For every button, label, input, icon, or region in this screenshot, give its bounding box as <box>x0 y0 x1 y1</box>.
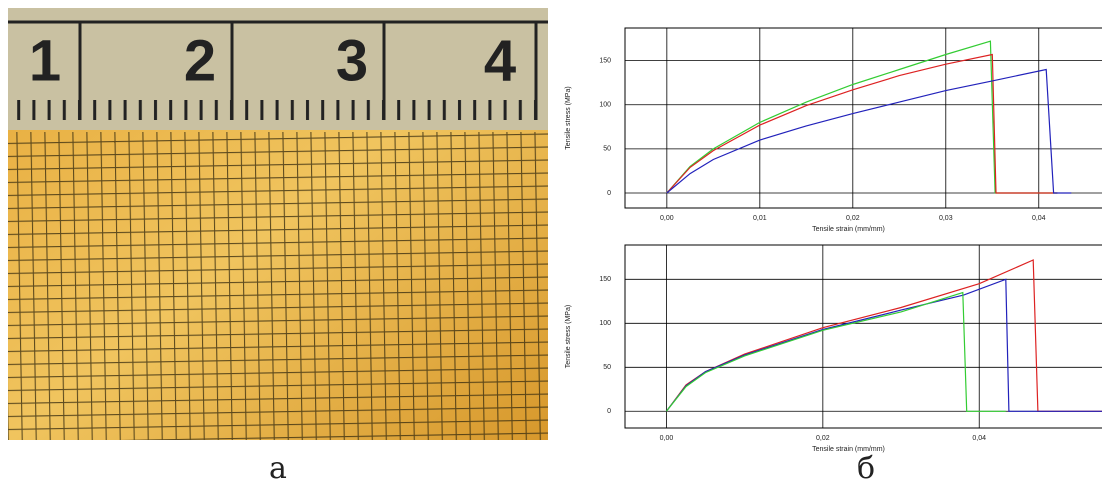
y-tick-label: 150 <box>599 57 611 64</box>
ruler-number: 1 <box>29 28 61 93</box>
x-tick-label: 0,02 <box>816 435 830 442</box>
axis-frame <box>625 245 1102 428</box>
data-line <box>667 70 1072 194</box>
x-tick-label: 0,03 <box>939 215 953 222</box>
x-tick-label: 0,00 <box>660 215 674 222</box>
x-axis-title: Tensile strain (mm/mm) <box>812 226 885 233</box>
x-tick-label: 0,04 <box>972 435 986 442</box>
y-tick-label: 100 <box>599 320 611 327</box>
panel-label: а <box>269 451 287 486</box>
x-axis-title: Tensile strain (mm/mm) <box>812 446 885 453</box>
data-line <box>666 260 1102 411</box>
ruler-number: 4 <box>484 28 516 93</box>
y-tick-label: 0 <box>607 408 611 415</box>
ruler-number: 2 <box>184 28 216 93</box>
y-tick-label: 100 <box>599 102 611 109</box>
y-axis-title: Tensile stress (MPa) <box>565 86 572 149</box>
panel-label: б <box>857 451 875 486</box>
data-line <box>666 279 1102 411</box>
y-tick-label: 0 <box>607 190 611 197</box>
x-tick-label: 0,00 <box>660 435 674 442</box>
x-tick-label: 0,01 <box>753 215 767 222</box>
x-tick-label: 0,02 <box>846 215 860 222</box>
axis-frame <box>625 28 1102 208</box>
plot-area <box>667 41 1072 193</box>
ruler-number: 3 <box>336 28 368 93</box>
y-tick-label: 150 <box>599 276 611 283</box>
y-tick-label: 50 <box>603 364 611 371</box>
page: 1 2 3 4 а б 0501001500,000,010,020,030,0… <box>0 0 1102 494</box>
data-line <box>666 293 1005 412</box>
data-line <box>667 41 1058 193</box>
y-tick-label: 50 <box>603 146 611 153</box>
data-line <box>667 55 1058 194</box>
x-tick-label: 0,04 <box>1032 215 1046 222</box>
y-axis-title: Tensile stress (MPa) <box>565 305 572 368</box>
plot-area <box>666 260 1102 411</box>
figure: 1 2 3 4 а б 0501001500,000,010,020,030,0… <box>0 0 1102 494</box>
photo: 1 2 3 4 <box>8 8 548 440</box>
